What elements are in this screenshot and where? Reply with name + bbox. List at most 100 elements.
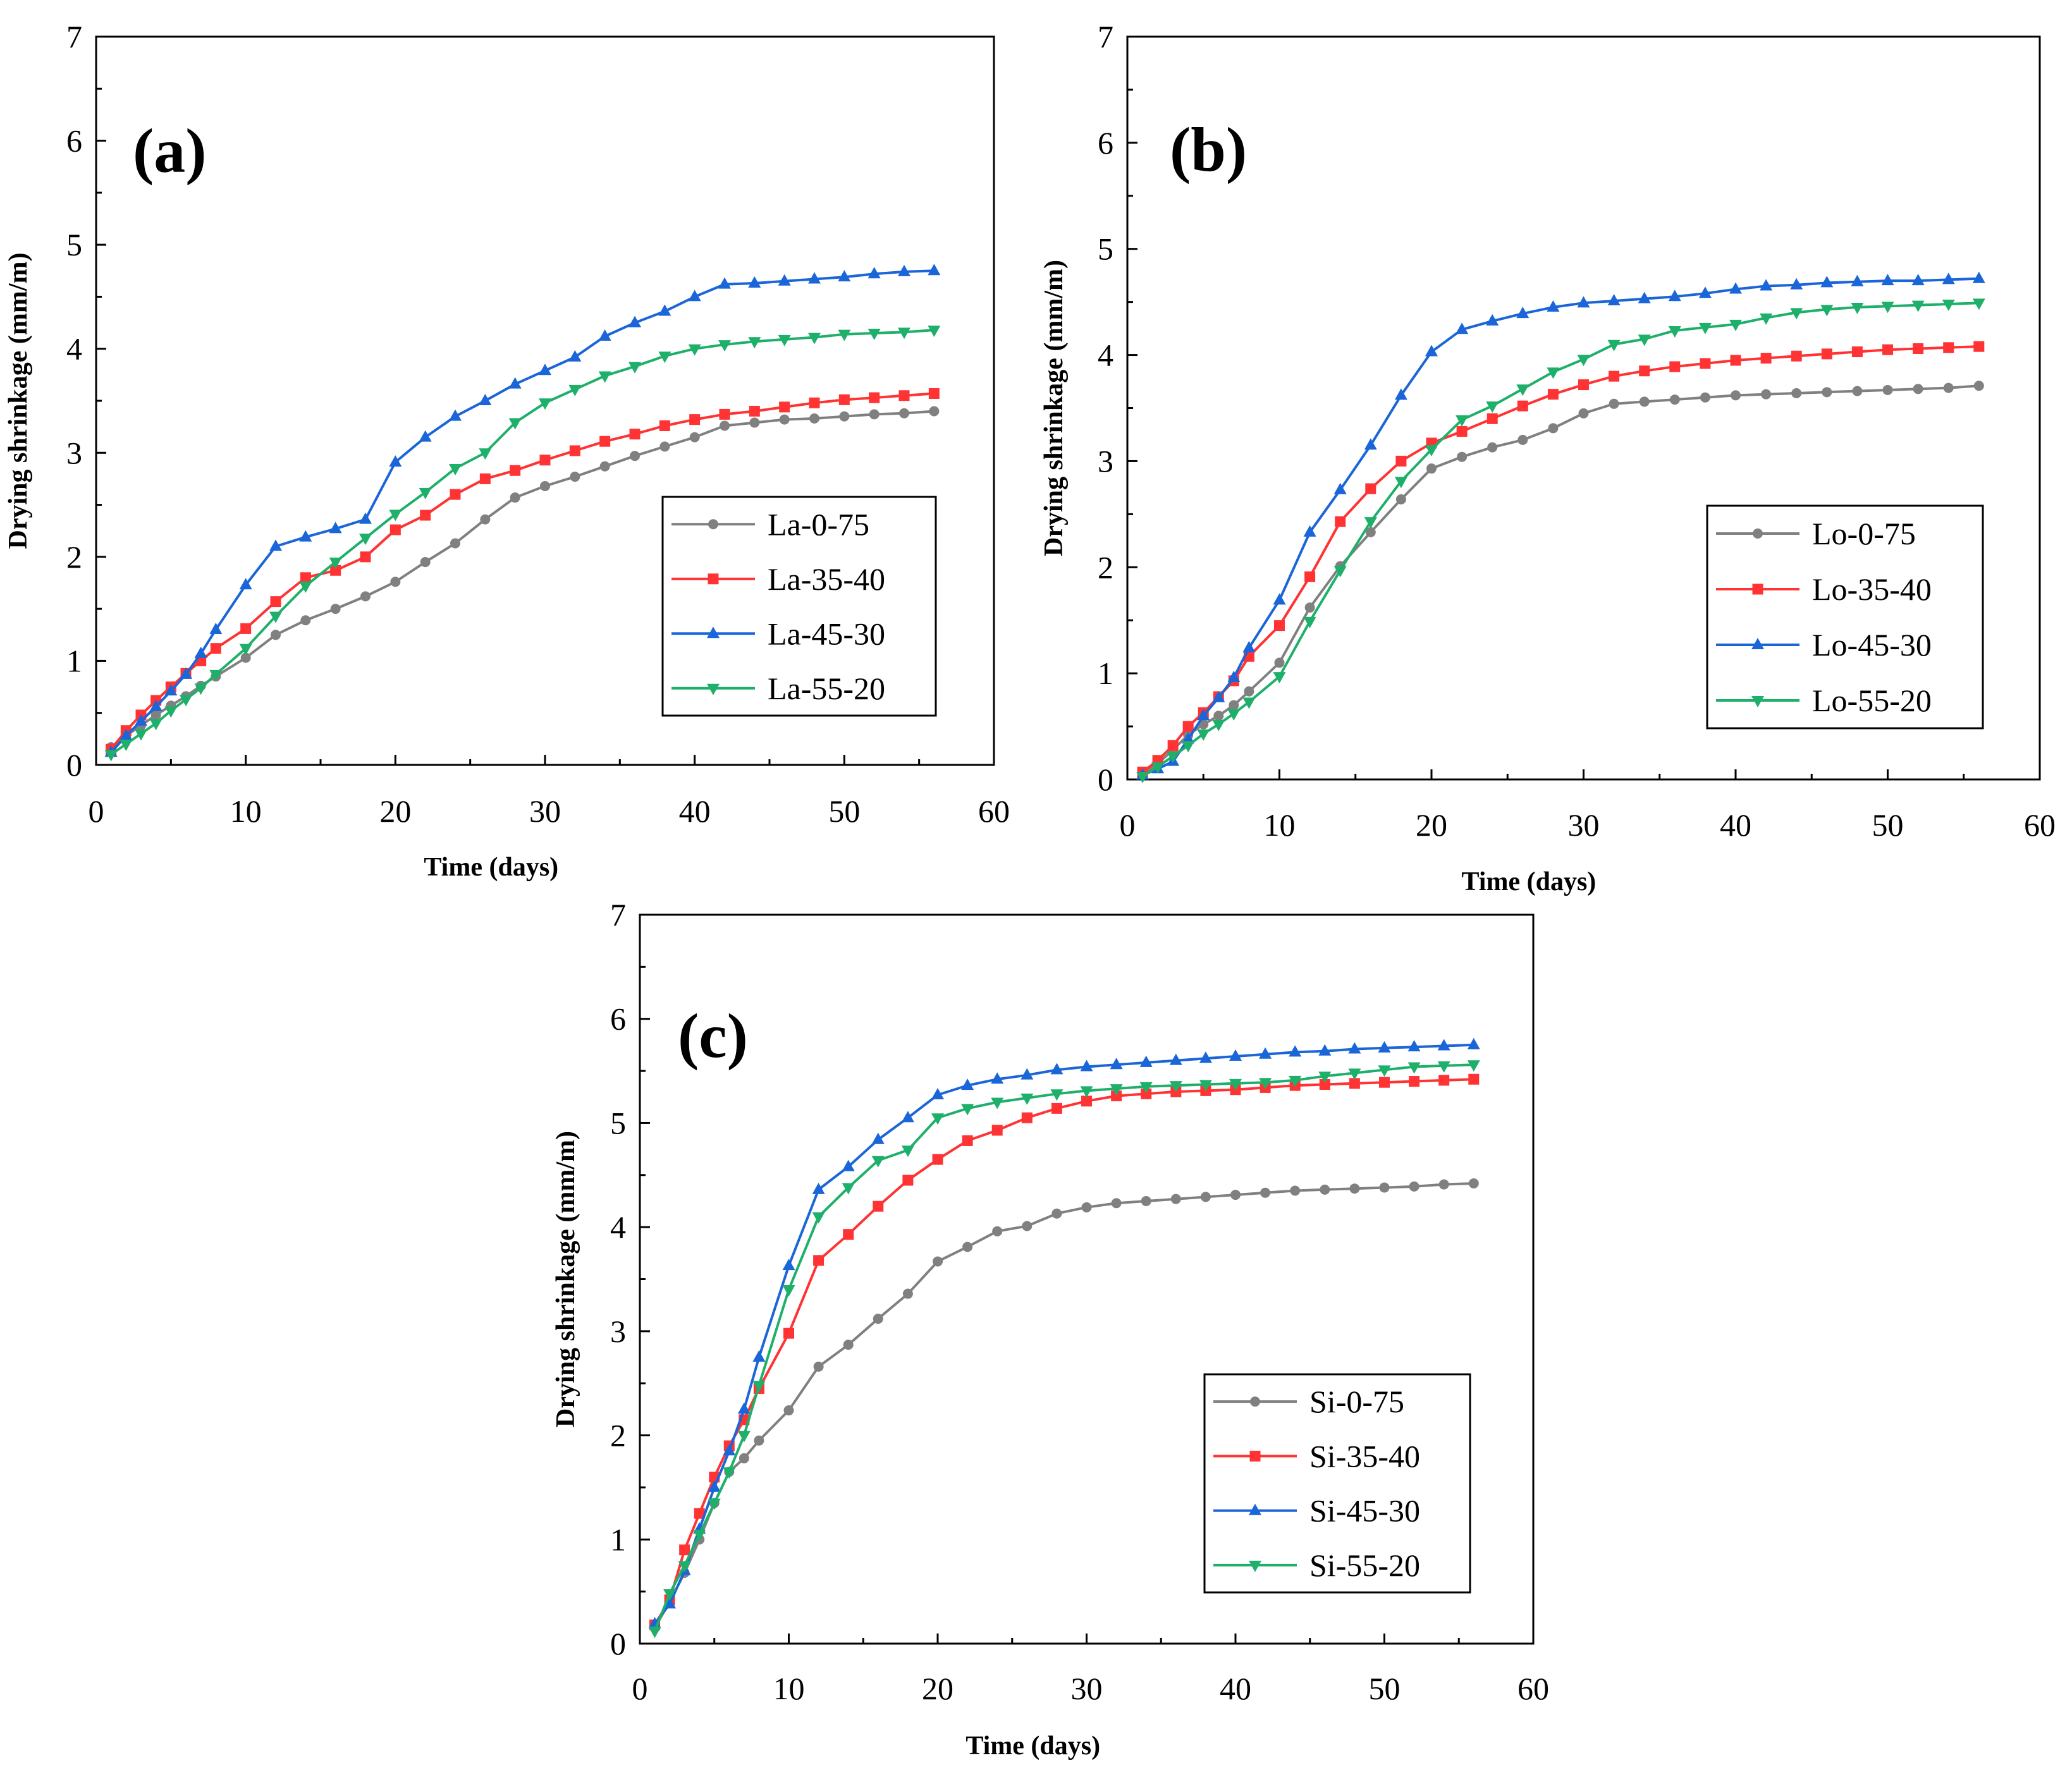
- x-axis-title: Time (days): [1462, 867, 1597, 896]
- data-point: [450, 489, 461, 500]
- data-point: [689, 432, 700, 443]
- series-Si-55-20: [648, 1060, 1480, 1639]
- x-tick-label: 50: [828, 793, 860, 829]
- data-point: [1456, 425, 1468, 437]
- data-point: [239, 578, 252, 590]
- data-point: [867, 267, 881, 279]
- y-tick-label: 4: [1098, 338, 1113, 373]
- chart-panel-2: 0 10 20 30 40 50 60 0 1 2 3 4 5 6 7 Time (days) Drying s…: [1039, 19, 2056, 896]
- data-point: [928, 326, 941, 338]
- data-point: [1881, 302, 1894, 314]
- data-point: [1729, 282, 1742, 294]
- data-point: [1364, 438, 1377, 450]
- data-point: [1822, 387, 1832, 398]
- data-point: [782, 1259, 795, 1271]
- data-point: [1881, 274, 1894, 286]
- data-point: [808, 272, 821, 284]
- legend-label: Lo-0-75: [1812, 516, 1916, 551]
- data-point: [1486, 401, 1499, 413]
- data-point: [1517, 434, 1528, 445]
- data-point: [1456, 415, 1469, 427]
- x-tick-label: 0: [632, 1671, 648, 1706]
- data-point: [1394, 388, 1407, 400]
- legend-marker: [1751, 638, 1764, 649]
- data-point: [480, 514, 491, 525]
- data-point: [1698, 322, 1712, 334]
- data-point: [688, 290, 701, 302]
- data-point: [1577, 296, 1590, 308]
- legend-marker: [1250, 1396, 1260, 1407]
- data-point: [1151, 762, 1165, 774]
- data-point: [749, 405, 760, 417]
- data-point: [539, 363, 551, 376]
- data-point: [1437, 1039, 1450, 1051]
- y-tick-label: 2: [610, 1418, 626, 1453]
- data-point: [1882, 344, 1893, 355]
- data-point: [1364, 517, 1377, 529]
- data-point: [1638, 291, 1651, 303]
- data-point: [1409, 1076, 1420, 1087]
- data-point: [1638, 334, 1651, 346]
- data-point: [871, 1132, 885, 1144]
- data-point: [1182, 732, 1195, 744]
- data-point: [209, 623, 223, 635]
- data-point: [1379, 1182, 1390, 1193]
- data-point: [1348, 1042, 1361, 1054]
- data-point: [1851, 274, 1864, 286]
- data-point: [932, 1154, 943, 1165]
- data-point: [779, 414, 790, 425]
- data-point: [598, 371, 611, 383]
- data-point: [1729, 319, 1742, 331]
- data-point: [1942, 272, 1955, 284]
- data-point: [1304, 602, 1315, 613]
- data-point: [120, 728, 133, 740]
- x-axis-title: Time (days): [966, 1731, 1100, 1761]
- data-point: [1395, 494, 1406, 504]
- data-point: [1609, 370, 1620, 382]
- y-axis-title: Drying shrinkage (mm/m): [1039, 260, 1069, 556]
- data-point: [901, 1111, 914, 1123]
- panel-label: (c): [678, 1001, 748, 1071]
- x-tick-label: 50: [1872, 807, 1904, 843]
- data-point: [479, 473, 491, 484]
- data-point: [1577, 355, 1590, 367]
- data-point: [1547, 300, 1560, 312]
- data-point: [678, 1561, 691, 1573]
- data-point: [1229, 700, 1239, 711]
- data-point: [1467, 1037, 1480, 1049]
- data-point: [1365, 483, 1376, 494]
- y-axis-title: Drying shrinkage (mm/m): [551, 1131, 580, 1427]
- legend-label: La-0-75: [768, 506, 869, 542]
- y-tick-label: 3: [66, 435, 82, 470]
- data-point: [869, 409, 880, 420]
- data-point: [1821, 348, 1832, 360]
- y-tick-label: 2: [66, 539, 82, 575]
- y-tick-label: 3: [1098, 443, 1113, 479]
- panel-label: (b): [1170, 114, 1247, 185]
- data-point: [991, 1125, 1003, 1136]
- data-point: [1274, 657, 1285, 668]
- data-point: [992, 1226, 1003, 1237]
- data-point: [1273, 593, 1286, 605]
- data-point: [120, 740, 133, 752]
- series-line: [653, 1043, 1474, 1625]
- data-point: [1852, 386, 1863, 396]
- x-tick-label: 60: [2024, 807, 2056, 843]
- data-point: [1761, 389, 1772, 400]
- data-point: [1378, 1065, 1391, 1077]
- data-point: [1851, 303, 1864, 315]
- data-point: [659, 441, 670, 452]
- data-point: [1456, 322, 1469, 334]
- data-point: [1395, 455, 1407, 467]
- data-point: [779, 401, 790, 413]
- data-point: [867, 329, 881, 341]
- data-point: [1111, 1090, 1122, 1102]
- data-point: [838, 394, 850, 405]
- data-point: [1212, 690, 1225, 702]
- data-point: [1021, 1112, 1033, 1123]
- data-point: [1136, 771, 1149, 783]
- data-point: [812, 1182, 825, 1194]
- data-point: [1913, 384, 1923, 394]
- data-point: [359, 512, 372, 524]
- data-point: [1349, 1078, 1360, 1089]
